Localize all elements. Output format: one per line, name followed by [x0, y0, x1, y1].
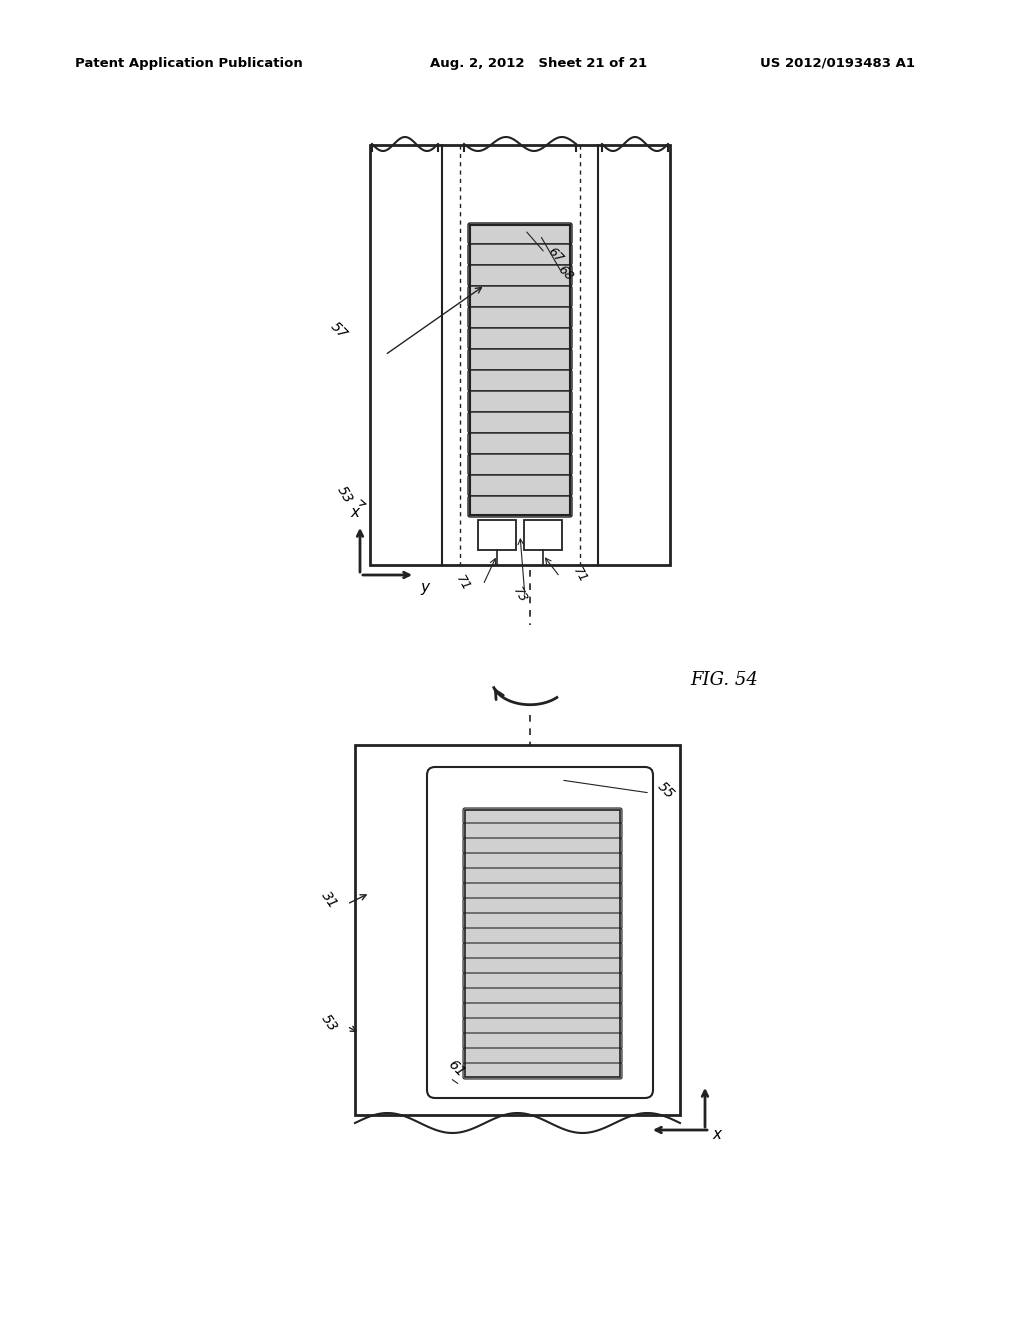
Text: 53: 53	[334, 484, 355, 506]
FancyBboxPatch shape	[463, 987, 622, 1005]
FancyBboxPatch shape	[463, 942, 622, 960]
FancyBboxPatch shape	[463, 883, 622, 899]
Bar	[470, 224, 570, 515]
Text: 31: 31	[318, 890, 340, 912]
Bar	[478, 520, 516, 550]
FancyBboxPatch shape	[468, 475, 572, 496]
FancyBboxPatch shape	[463, 898, 622, 913]
Text: x: x	[712, 1127, 721, 1142]
FancyBboxPatch shape	[468, 454, 572, 475]
Bar	[465, 810, 620, 1077]
FancyBboxPatch shape	[463, 928, 622, 944]
Text: Aug. 2, 2012   Sheet 21 of 21: Aug. 2, 2012 Sheet 21 of 21	[430, 57, 647, 70]
FancyBboxPatch shape	[463, 973, 622, 989]
FancyBboxPatch shape	[468, 348, 572, 370]
FancyBboxPatch shape	[463, 913, 622, 929]
FancyBboxPatch shape	[468, 391, 572, 412]
Bar	[524, 520, 562, 550]
FancyBboxPatch shape	[468, 223, 572, 244]
FancyBboxPatch shape	[463, 838, 622, 854]
Text: 61: 61	[445, 1057, 467, 1080]
FancyBboxPatch shape	[463, 958, 622, 974]
Text: Patent Application Publication: Patent Application Publication	[75, 57, 303, 70]
FancyBboxPatch shape	[463, 853, 622, 869]
Text: 71: 71	[454, 573, 473, 593]
FancyBboxPatch shape	[463, 822, 622, 840]
FancyBboxPatch shape	[463, 869, 622, 884]
Text: 68: 68	[555, 263, 575, 284]
FancyBboxPatch shape	[463, 808, 622, 824]
FancyBboxPatch shape	[463, 1048, 622, 1064]
Bar	[355, 744, 680, 1115]
FancyBboxPatch shape	[468, 286, 572, 308]
Text: 53: 53	[318, 1011, 340, 1034]
FancyBboxPatch shape	[463, 1063, 622, 1078]
Bar	[370, 145, 670, 565]
FancyBboxPatch shape	[468, 412, 572, 433]
FancyBboxPatch shape	[468, 496, 572, 517]
Text: y: y	[420, 579, 429, 595]
Text: 73: 73	[510, 585, 529, 605]
Text: 67: 67	[545, 246, 565, 265]
FancyBboxPatch shape	[468, 327, 572, 348]
FancyBboxPatch shape	[463, 1003, 622, 1019]
Text: 55: 55	[655, 779, 678, 801]
Text: 71: 71	[570, 565, 589, 585]
Text: 57: 57	[328, 318, 350, 342]
FancyBboxPatch shape	[468, 308, 572, 327]
FancyBboxPatch shape	[468, 370, 572, 391]
FancyBboxPatch shape	[427, 767, 653, 1098]
FancyBboxPatch shape	[468, 244, 572, 265]
FancyBboxPatch shape	[468, 433, 572, 454]
FancyBboxPatch shape	[468, 265, 572, 286]
FancyBboxPatch shape	[463, 1034, 622, 1049]
FancyBboxPatch shape	[463, 1018, 622, 1034]
Text: FIG. 54: FIG. 54	[690, 671, 758, 689]
Text: x: x	[350, 506, 359, 520]
Text: US 2012/0193483 A1: US 2012/0193483 A1	[760, 57, 915, 70]
